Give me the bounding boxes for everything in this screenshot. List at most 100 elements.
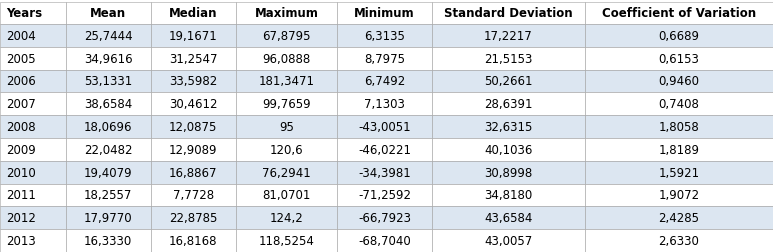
Bar (0, 116, 66, 138)
Text: 0,9460: 0,9460 (659, 75, 700, 88)
Text: 12,9089: 12,9089 (169, 143, 217, 156)
Text: 34,8180: 34,8180 (484, 189, 533, 202)
Bar (432, 93, 584, 116)
Text: 40,1036: 40,1036 (484, 143, 533, 156)
Bar (584, 116, 773, 138)
Text: 2009: 2009 (6, 143, 36, 156)
Text: 124,2: 124,2 (270, 211, 303, 224)
Bar (337, 184, 432, 207)
Text: Standard Deviation: Standard Deviation (444, 7, 573, 20)
Bar (236, 229, 337, 252)
Bar (151, 184, 236, 207)
Bar (432, 229, 584, 252)
Bar (66, 116, 151, 138)
Bar (584, 161, 773, 184)
Text: 17,2217: 17,2217 (484, 30, 533, 43)
Text: Coefficient of Variation: Coefficient of Variation (601, 7, 756, 20)
Text: 0,6153: 0,6153 (659, 52, 700, 65)
Text: 120,6: 120,6 (270, 143, 303, 156)
Bar (432, 138, 584, 161)
Text: 16,8168: 16,8168 (169, 234, 217, 247)
Text: 1,8189: 1,8189 (659, 143, 700, 156)
Text: -46,0221: -46,0221 (358, 143, 411, 156)
Bar (432, 161, 584, 184)
Text: 21,5153: 21,5153 (484, 52, 533, 65)
Bar (0, 70, 66, 93)
Bar (66, 93, 151, 116)
Bar (236, 48, 337, 70)
Text: 6,3135: 6,3135 (364, 30, 405, 43)
Text: 2008: 2008 (6, 120, 36, 134)
Text: 22,8785: 22,8785 (169, 211, 217, 224)
Bar (584, 138, 773, 161)
Text: 99,7659: 99,7659 (262, 98, 311, 111)
Bar (151, 116, 236, 138)
Bar (337, 229, 432, 252)
Text: 1,8058: 1,8058 (659, 120, 699, 134)
Bar (66, 48, 151, 70)
Text: 7,7728: 7,7728 (172, 189, 214, 202)
Text: 2012: 2012 (6, 211, 36, 224)
Text: 53,1331: 53,1331 (84, 75, 132, 88)
Text: -43,0051: -43,0051 (358, 120, 411, 134)
Text: 19,4079: 19,4079 (84, 166, 132, 179)
Text: 2013: 2013 (6, 234, 36, 247)
Bar (66, 138, 151, 161)
Bar (584, 184, 773, 207)
Text: 12,0875: 12,0875 (169, 120, 217, 134)
Text: 17,9770: 17,9770 (84, 211, 132, 224)
Bar (66, 161, 151, 184)
Text: 18,2557: 18,2557 (84, 189, 132, 202)
Text: 7,1303: 7,1303 (364, 98, 405, 111)
Bar (66, 184, 151, 207)
Bar (337, 70, 432, 93)
Bar (66, 25, 151, 48)
Text: Minimum: Minimum (354, 7, 415, 20)
Bar (337, 25, 432, 48)
Text: 43,0057: 43,0057 (484, 234, 533, 247)
Text: 2,4285: 2,4285 (659, 211, 700, 224)
Text: 6,7492: 6,7492 (364, 75, 405, 88)
Text: 181,3471: 181,3471 (258, 75, 315, 88)
Bar (337, 93, 432, 116)
Text: 2011: 2011 (6, 189, 36, 202)
Text: 43,6584: 43,6584 (484, 211, 533, 224)
Bar (432, 48, 584, 70)
Text: 8,7975: 8,7975 (364, 52, 405, 65)
Text: 38,6584: 38,6584 (84, 98, 132, 111)
Text: 118,5254: 118,5254 (258, 234, 315, 247)
Text: 2010: 2010 (6, 166, 36, 179)
Bar (151, 25, 236, 48)
Bar (236, 116, 337, 138)
Bar (432, 70, 584, 93)
Bar (0, 93, 66, 116)
Text: 0,6689: 0,6689 (659, 30, 700, 43)
Text: 2004: 2004 (6, 30, 36, 43)
Bar (432, 3, 584, 25)
Text: 16,3330: 16,3330 (84, 234, 132, 247)
Bar (236, 184, 337, 207)
Bar (66, 3, 151, 25)
Text: Median: Median (169, 7, 217, 20)
Bar (151, 70, 236, 93)
Bar (337, 161, 432, 184)
Bar (66, 207, 151, 229)
Bar (584, 25, 773, 48)
Text: -66,7923: -66,7923 (358, 211, 411, 224)
Bar (584, 70, 773, 93)
Bar (236, 70, 337, 93)
Bar (66, 229, 151, 252)
Bar (337, 138, 432, 161)
Text: 95: 95 (279, 120, 294, 134)
Bar (151, 48, 236, 70)
Text: 81,0701: 81,0701 (262, 189, 311, 202)
Text: -34,3981: -34,3981 (358, 166, 411, 179)
Bar (236, 207, 337, 229)
Text: 25,7444: 25,7444 (84, 30, 132, 43)
Text: -68,7040: -68,7040 (358, 234, 411, 247)
Bar (151, 207, 236, 229)
Text: 2006: 2006 (6, 75, 36, 88)
Text: 96,0888: 96,0888 (262, 52, 311, 65)
Bar (0, 184, 66, 207)
Bar (0, 25, 66, 48)
